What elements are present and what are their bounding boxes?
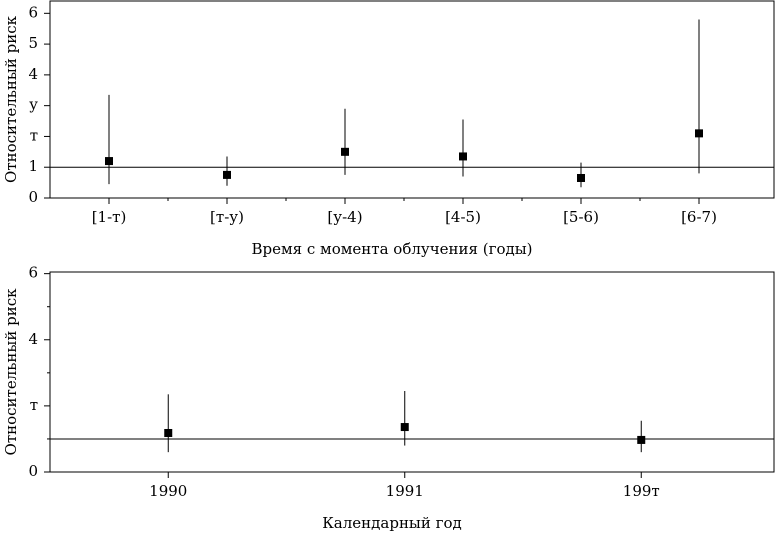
y-tick-label: у bbox=[29, 96, 38, 114]
x-tick-label: 1990 bbox=[149, 482, 187, 500]
y-tick-label: т bbox=[30, 126, 38, 144]
x-tick-label: [1-т) bbox=[92, 208, 127, 226]
x-tick-label: [у-4) bbox=[327, 208, 362, 226]
x-tick-label: [т-у) bbox=[210, 208, 244, 226]
x-tick-label: [6-7) bbox=[681, 208, 717, 226]
point bbox=[577, 173, 585, 182]
y-tick-label: т bbox=[30, 396, 38, 414]
point bbox=[341, 147, 349, 156]
y-tick-label: 0 bbox=[28, 462, 38, 480]
y-tick-label: 1 bbox=[28, 157, 38, 175]
y-tick-label: 4 bbox=[28, 65, 38, 83]
point bbox=[637, 435, 646, 444]
point bbox=[164, 428, 173, 437]
point bbox=[459, 152, 467, 161]
point bbox=[105, 157, 113, 166]
plot-frame bbox=[49, 271, 775, 473]
point bbox=[223, 170, 231, 179]
y-tick-label: 6 bbox=[28, 264, 38, 282]
y-tick-label: 6 bbox=[28, 3, 38, 21]
y-tick-label: 0 bbox=[28, 188, 38, 206]
y-tick-label: 4 bbox=[28, 330, 38, 348]
point bbox=[695, 129, 703, 138]
x-axis-label: Календарный год bbox=[322, 514, 462, 532]
x-axis-label: Время с момента облучения (годы) bbox=[251, 240, 532, 258]
y-axis-label: Относительный риск bbox=[2, 15, 20, 183]
x-tick-label: [5-6) bbox=[563, 208, 599, 226]
y-axis-label: Относительный риск bbox=[2, 288, 20, 456]
y-tick-label: 5 bbox=[28, 34, 38, 52]
x-tick-label: 199т bbox=[623, 482, 660, 500]
x-tick-label: [4-5) bbox=[445, 208, 481, 226]
point bbox=[400, 423, 409, 432]
plot-frame bbox=[49, 0, 775, 199]
x-tick-label: 1991 bbox=[386, 482, 424, 500]
